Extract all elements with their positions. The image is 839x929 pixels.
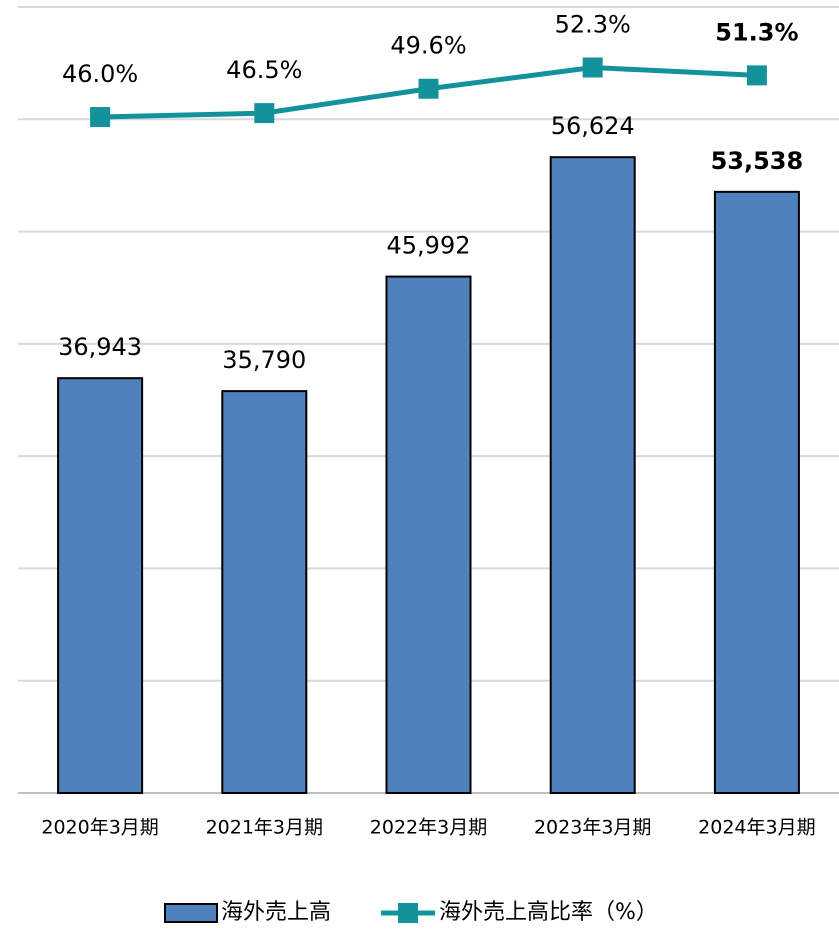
data-label: 51.3%: [715, 18, 798, 46]
legend-label: 海外売上高比率（%）: [439, 900, 658, 925]
data-label: 46.0%: [62, 60, 138, 88]
data-label: 53,538: [711, 147, 804, 175]
x-tick-label: 2023年3月期: [534, 817, 651, 839]
legend-swatch: [398, 903, 419, 923]
data-label: 49.6%: [390, 32, 466, 60]
data-label: 52.3%: [555, 11, 631, 39]
data-label: 56,624: [551, 112, 635, 140]
line-marker: [582, 57, 603, 78]
bar: [385, 275, 472, 794]
x-tick-label: 2024年3月期: [698, 817, 815, 839]
line-marker: [254, 103, 275, 124]
bar: [549, 156, 636, 795]
x-tick-label: 2022年3月期: [370, 817, 487, 839]
bar: [713, 190, 800, 795]
x-tick-label: 2020年3月期: [41, 817, 158, 839]
data-label: 45,992: [387, 232, 471, 260]
legend-label: 海外売上高: [221, 900, 331, 925]
bar: [57, 377, 144, 794]
data-label: 35,790: [222, 346, 306, 374]
bar: [221, 390, 308, 794]
legend-swatch: [164, 903, 218, 923]
data-label: 36,943: [58, 333, 142, 361]
line-marker: [746, 65, 767, 86]
data-label: 46.5%: [226, 56, 302, 84]
x-tick-label: 2021年3月期: [206, 817, 323, 839]
line-marker: [418, 78, 439, 99]
line-marker: [90, 107, 111, 128]
